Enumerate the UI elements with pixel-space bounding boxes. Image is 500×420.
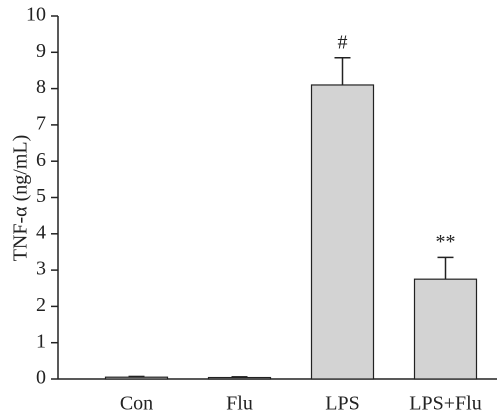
y-tick-label: 8 [36,76,46,98]
y-tick-label: 1 [36,330,46,352]
x-tick-label: Con [120,393,153,415]
bar [310,84,375,380]
y-tick-label: 2 [36,294,46,316]
bar [413,278,478,380]
y-axis-label: TNF-α (ng/mL) [10,135,32,262]
bar [207,376,272,380]
y-tick-label: 5 [36,185,46,207]
y-tick-label: 7 [36,112,46,134]
y-tick-label: 3 [36,258,46,280]
y-tick-label: 10 [26,4,46,26]
annotation: ** [436,231,456,253]
x-tick-label: LPS+Flu [409,393,481,415]
x-tick-label: LPS [325,393,359,415]
y-tick-label: 4 [36,221,46,243]
x-tick-label: Flu [226,393,253,415]
y-tick-label: 9 [36,40,46,62]
bar [104,376,169,380]
y-tick-label: 0 [36,367,46,389]
y-tick-label: 6 [36,149,46,171]
annotation: # [338,31,348,53]
